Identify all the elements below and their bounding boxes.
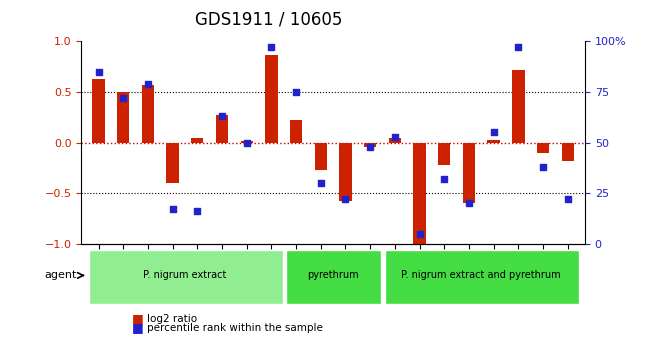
Point <box>217 114 228 119</box>
Bar <box>166 142 179 183</box>
Point <box>488 130 499 135</box>
Point <box>168 207 178 212</box>
FancyBboxPatch shape <box>88 250 283 304</box>
Bar <box>364 142 376 147</box>
Bar <box>463 142 475 203</box>
Point <box>340 197 350 202</box>
Text: log2 ratio: log2 ratio <box>147 314 197 324</box>
Point <box>192 209 203 214</box>
Text: P. nigrum extract: P. nigrum extract <box>143 270 227 280</box>
Text: ■: ■ <box>131 321 144 334</box>
FancyBboxPatch shape <box>385 250 579 304</box>
Bar <box>142 85 154 142</box>
Bar <box>438 142 450 165</box>
Bar <box>537 142 549 153</box>
Text: ■: ■ <box>131 312 144 325</box>
Point <box>538 164 548 170</box>
Bar <box>290 120 302 142</box>
Point <box>513 45 523 50</box>
Bar <box>562 142 574 161</box>
Point <box>316 180 326 186</box>
Bar <box>191 138 203 142</box>
Text: pyrethrum: pyrethrum <box>307 270 359 280</box>
Bar <box>240 140 253 142</box>
Point <box>389 134 400 139</box>
Point <box>414 231 424 236</box>
Point <box>118 95 129 101</box>
Bar <box>117 92 129 142</box>
Point <box>439 176 449 182</box>
Bar <box>389 138 401 142</box>
Bar <box>512 70 525 142</box>
Bar <box>265 55 278 142</box>
Bar <box>315 142 327 170</box>
Bar <box>488 140 500 142</box>
FancyBboxPatch shape <box>286 250 382 304</box>
Bar <box>339 142 352 201</box>
Point <box>94 69 104 75</box>
Bar <box>92 79 105 142</box>
Point <box>242 140 252 145</box>
Point <box>291 89 302 95</box>
Point <box>365 144 375 149</box>
Text: P. nigrum extract and pyrethrum: P. nigrum extract and pyrethrum <box>402 270 561 280</box>
Text: GDS1911 / 10605: GDS1911 / 10605 <box>195 10 343 28</box>
Point <box>266 45 277 50</box>
Point <box>463 200 474 206</box>
Bar <box>216 115 228 142</box>
Point <box>143 81 153 87</box>
Text: percentile rank within the sample: percentile rank within the sample <box>147 323 322 333</box>
Text: agent: agent <box>44 270 76 280</box>
Bar <box>413 142 426 246</box>
Point <box>562 197 573 202</box>
